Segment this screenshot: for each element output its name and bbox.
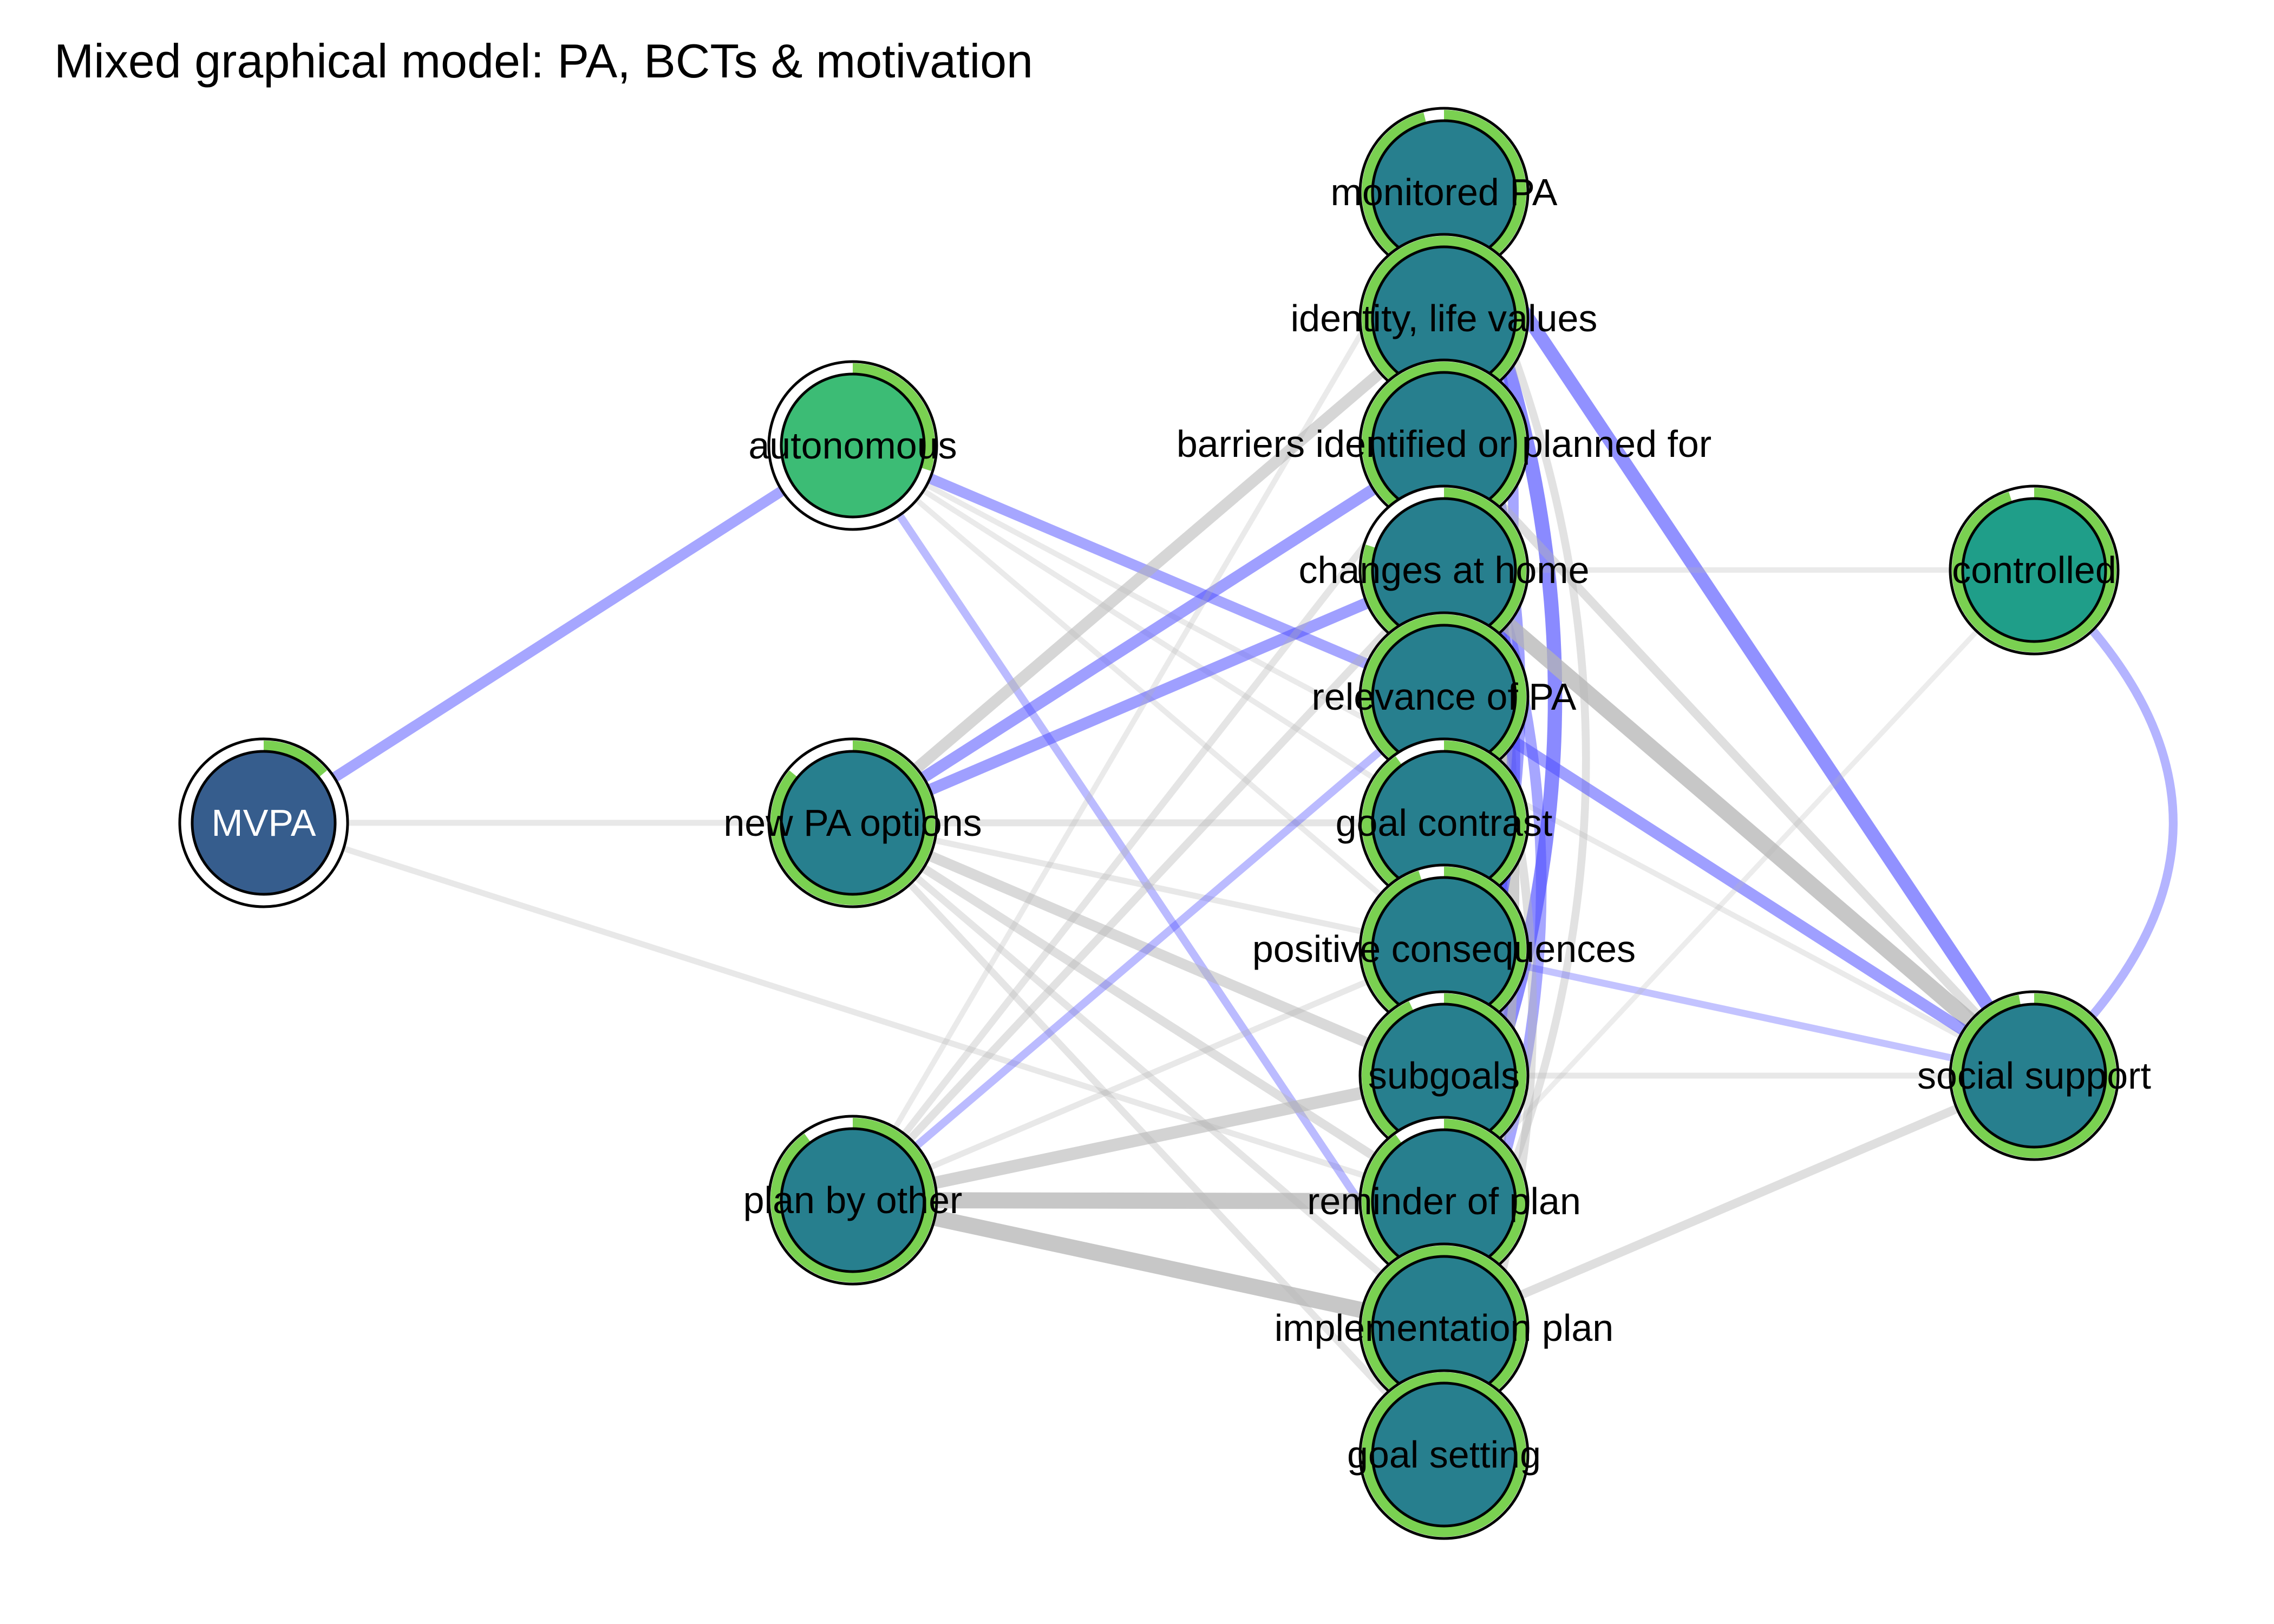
node-disc	[1961, 497, 2107, 643]
edge-plan-other-reminder	[845, 1192, 1452, 1209]
node-disc	[191, 750, 337, 896]
edge-new-pa-barriers	[847, 438, 1450, 829]
node-label-autonomous: autonomous	[748, 424, 957, 467]
edge-monitored-implementation	[1440, 188, 1590, 1332]
node-label-changes: changes at home	[1298, 549, 1589, 591]
node-label-goal-setting: goal setting	[1347, 1433, 1541, 1476]
node-disc	[780, 1127, 926, 1273]
node-goal-setting[interactable]	[1358, 1369, 1530, 1540]
nodes-layer: MVPA autonomous new PA options plan by othe…	[178, 107, 2151, 1540]
node-disc	[1961, 1003, 2107, 1149]
node-subgoals[interactable]	[1358, 990, 1530, 1161]
node-controlled[interactable]	[1949, 484, 2120, 656]
node-autonomous[interactable]	[767, 360, 938, 531]
node-label-relevance: relevance of PA	[1312, 676, 1577, 718]
edge-changes-social	[1436, 562, 2042, 1084]
node-changes[interactable]	[1358, 484, 1530, 656]
node-monitored[interactable]	[1358, 107, 1530, 278]
node-label-mvpa: MVPA	[211, 802, 316, 844]
node-label-new-pa: new PA options	[723, 802, 982, 844]
edge-implementation-social	[1439, 1071, 2039, 1333]
edge-plan-other-barriers	[849, 440, 1448, 1204]
node-disc	[1371, 1381, 1517, 1528]
node-label-reminder: reminder of plan	[1307, 1180, 1581, 1222]
node-barriers[interactable]	[1358, 358, 1530, 529]
node-label-identity: identity, life values	[1291, 297, 1598, 339]
node-reminder[interactable]	[1358, 1116, 1530, 1287]
node-label-monitored: monitored PA	[1331, 171, 1558, 213]
node-disc	[780, 750, 926, 896]
edge-new-pa-reminder	[848, 818, 1449, 1206]
edge-new-pa-identity	[847, 312, 1450, 829]
node-plan-other[interactable]	[767, 1115, 938, 1286]
edge-barriers-social	[1439, 439, 2039, 1081]
edge-positive-social	[1440, 945, 2038, 1079]
edge-plan-other-subgoals	[846, 1069, 1450, 1207]
edge-plan-other-changes	[848, 566, 1448, 1204]
edge-plan-other-relevance	[848, 692, 1448, 1204]
edge-monitored-social	[1437, 185, 2041, 1083]
node-social[interactable]	[1949, 990, 2120, 1161]
edge-plan-other-implementation	[845, 1192, 1452, 1336]
node-label-social: social support	[1917, 1055, 2151, 1097]
node-relevance[interactable]	[1358, 611, 1530, 782]
edge-new-pa-implementation	[849, 819, 1448, 1332]
edge-plan-other-positive	[850, 946, 1447, 1203]
edge-relevance-social	[1438, 691, 2040, 1082]
node-label-barriers: barriers identified or planned for	[1177, 423, 1711, 465]
edge-autonomous-implementation	[848, 441, 1448, 1332]
node-label-implementation: implementation plan	[1275, 1307, 1613, 1349]
node-positive[interactable]	[1358, 863, 1530, 1034]
edge-mvpa-reminder	[260, 820, 1447, 1204]
node-label-plan-other: plan by other	[743, 1179, 963, 1221]
edge-controlled-social	[2029, 565, 2178, 1081]
node-new-pa[interactable]	[767, 737, 938, 908]
edge-new-pa-changes	[847, 564, 1450, 829]
edge-new-pa-subgoals	[847, 817, 1449, 1081]
edge-mvpa-autonomous	[258, 440, 858, 828]
node-disc	[780, 372, 926, 519]
edge-new-pa-positive	[850, 820, 1447, 952]
edges-layer	[258, 185, 2178, 1462]
node-implementation[interactable]	[1358, 1242, 1530, 1413]
edge-controlled-reminder	[1441, 567, 2037, 1204]
node-label-subgoals: subgoals	[1368, 1055, 1520, 1097]
node-identity[interactable]	[1358, 233, 1530, 404]
node-label-goal-contrast: goal contrast	[1336, 802, 1553, 844]
node-mvpa[interactable]	[178, 737, 349, 908]
graph-title: Mixed graphical model: PA, BCTs & motiva…	[54, 34, 1033, 88]
node-label-positive: positive consequences	[1252, 928, 1636, 970]
node-label-controlled: controlled	[1952, 549, 2116, 591]
edge-plan-other-monitored	[850, 189, 1447, 1203]
